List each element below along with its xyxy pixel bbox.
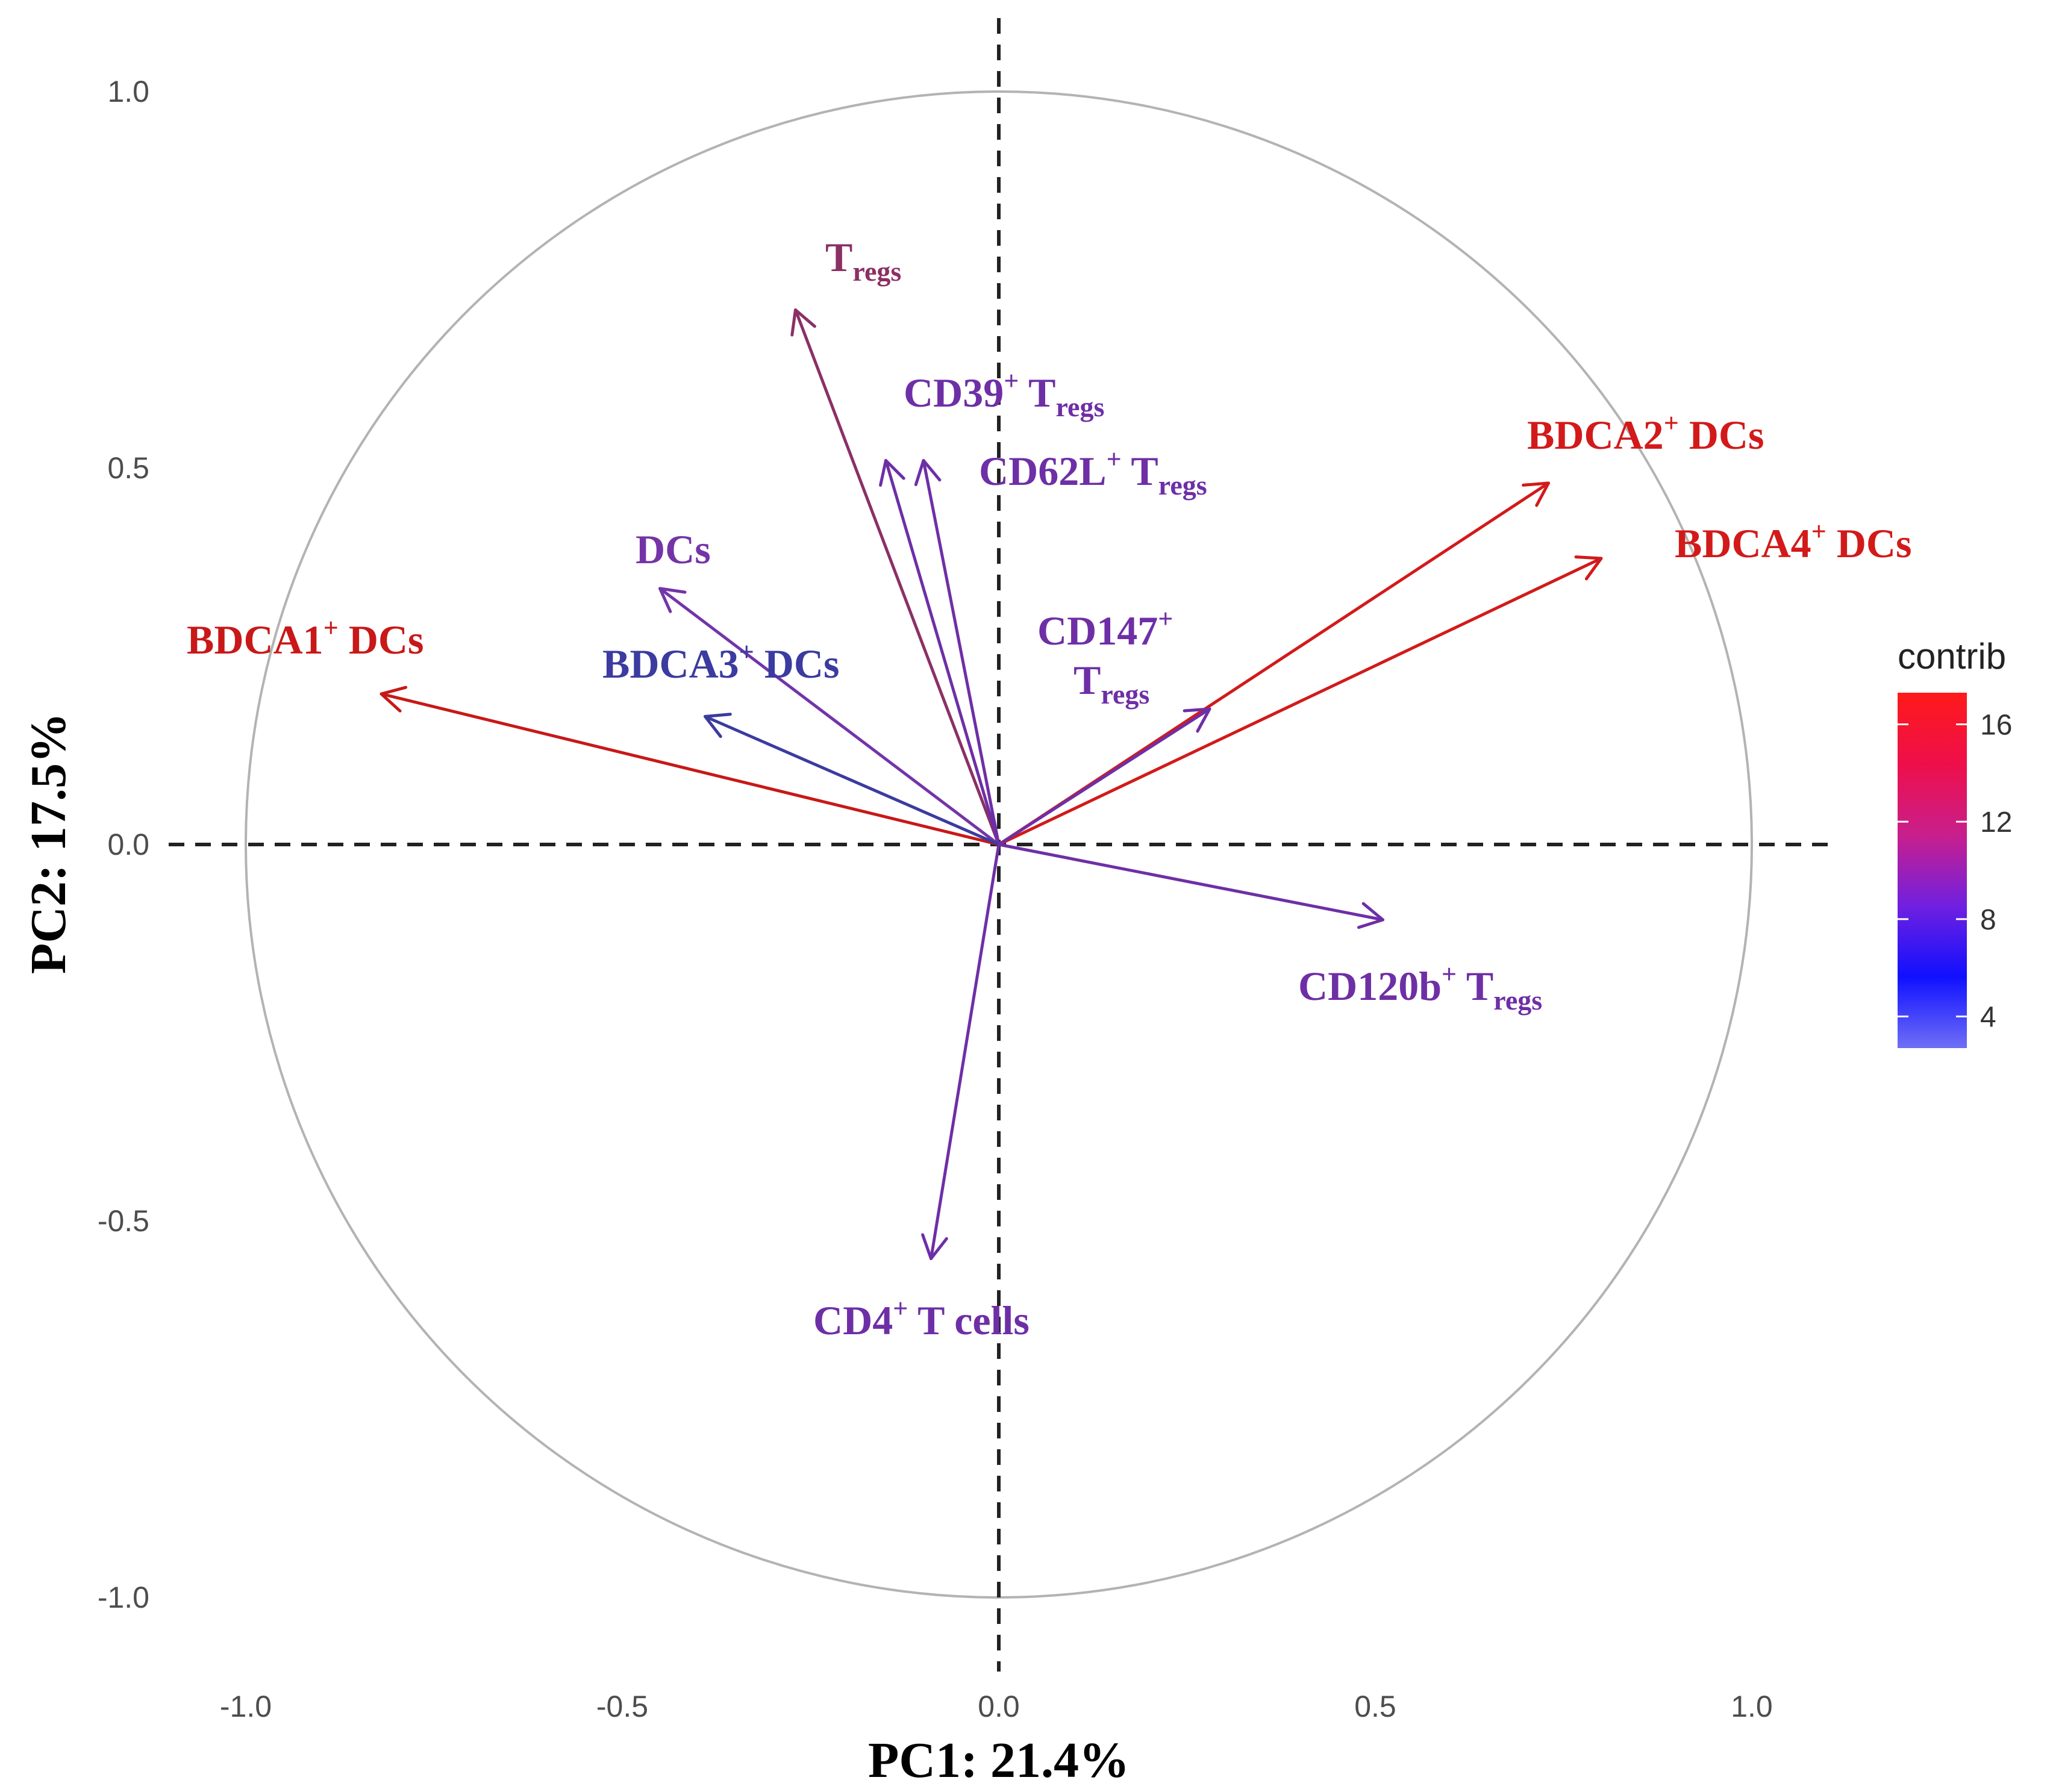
- variable-arrow-group: BDCA3+ DCs: [602, 637, 1001, 846]
- x-tick-label: 0.5: [1354, 1690, 1396, 1723]
- variable-arrow-group: CD62L+ Tregs: [914, 445, 1207, 846]
- arrow-head: [914, 459, 942, 487]
- arrow-head: [1522, 481, 1550, 507]
- variable-arrow: [930, 843, 1001, 1260]
- y-tick-label: 1.0: [107, 75, 149, 108]
- variable-arrow: [704, 715, 1001, 846]
- arrow-head: [704, 713, 732, 738]
- variable-arrow: [380, 692, 1001, 846]
- arrow-head: [380, 685, 408, 713]
- variable-arrow: [997, 557, 1603, 846]
- variable-arrow: [794, 308, 1001, 846]
- legend-tick-label: 4: [1980, 1001, 1996, 1033]
- variable-arrow-group: BDCA4+ DCs: [997, 517, 1911, 846]
- variable-arrow: [997, 707, 1211, 846]
- variable-label: CD147+ Tregs: [1037, 604, 1173, 710]
- x-tick-label: -1.0: [220, 1690, 272, 1723]
- arrow-head: [879, 459, 905, 487]
- variable-arrow-group: CD147+ Tregs: [997, 604, 1211, 846]
- variable-arrow-group: Tregs: [790, 234, 1001, 846]
- y-axis-title: PC2: 17.5%: [20, 713, 77, 974]
- x-axis-title: PC1: 21.4%: [868, 1732, 1130, 1788]
- variable-arrow: [884, 459, 1001, 846]
- x-tick-label: -0.5: [596, 1690, 648, 1723]
- variable-arrow-group: CD4+ T cells: [813, 843, 1030, 1343]
- y-tick-label: -1.0: [98, 1581, 149, 1614]
- variable-arrow: [997, 843, 1384, 922]
- y-tick-label: -0.5: [98, 1204, 149, 1238]
- variable-label: CD39+ Tregs: [904, 366, 1104, 422]
- x-tick-label: 1.0: [1731, 1690, 1773, 1723]
- legend-tick-label: 12: [1980, 807, 2012, 838]
- variable-label: CD62L+ Tregs: [979, 445, 1207, 501]
- arrow-head: [658, 587, 687, 613]
- variable-label: BDCA1+ DCs: [187, 613, 423, 663]
- variable-label: DCs: [636, 526, 711, 572]
- legend-tick-label: 16: [1980, 710, 2012, 741]
- variable-arrow-group: BDCA1+ DCs: [187, 613, 1001, 846]
- arrow-head: [921, 1233, 948, 1260]
- legend-colorbar: [1898, 693, 1967, 1048]
- variable-arrow: [658, 587, 1001, 846]
- variable-label: BDCA4+ DCs: [1675, 517, 1911, 566]
- y-tick-label: 0.0: [107, 828, 149, 861]
- y-tick-label: 0.5: [107, 451, 149, 485]
- variable-label: CD120b+ Tregs: [1298, 960, 1542, 1016]
- arrow-head: [1183, 707, 1211, 733]
- variable-label: CD4+ T cells: [813, 1294, 1030, 1343]
- legend-title: contrib: [1898, 636, 2006, 676]
- variable-label: Tregs: [825, 234, 901, 287]
- variable-arrow-group: CD39+ Tregs: [879, 366, 1104, 846]
- arrow-head: [790, 308, 816, 337]
- variable-arrow-group: CD120b+ Tregs: [997, 843, 1542, 1016]
- arrow-head: [1574, 555, 1603, 581]
- variable-arrow-group: DCs: [636, 526, 1001, 846]
- arrow-head: [1357, 902, 1384, 929]
- variable-arrow: [922, 459, 1001, 846]
- variable-label: BDCA2+ DCs: [1527, 408, 1764, 458]
- x-tick-label: 0.0: [978, 1690, 1020, 1723]
- variable-label: BDCA3+ DCs: [602, 637, 839, 687]
- legend-tick-label: 8: [1980, 904, 1996, 936]
